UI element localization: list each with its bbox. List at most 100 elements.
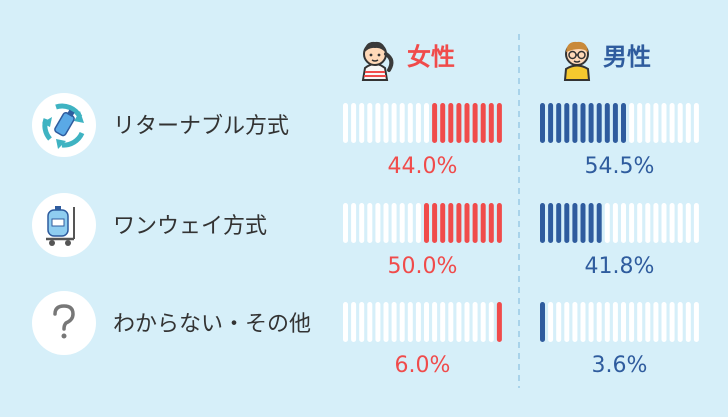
- bar-segment-empty: [645, 103, 651, 143]
- bar-segment-filled: [480, 103, 486, 143]
- bar-segment-empty: [343, 302, 348, 342]
- bar-segment-empty: [359, 203, 365, 243]
- bar-segment-empty: [548, 302, 554, 342]
- bar-segment-filled: [448, 203, 454, 243]
- bar-segment-empty: [440, 302, 446, 342]
- bar-segments: [343, 103, 699, 342]
- bar-segment-empty: [351, 203, 357, 243]
- bar-segment-filled: [572, 203, 578, 243]
- bar-segment-empty: [383, 302, 389, 342]
- bar-segment-empty: [677, 302, 683, 342]
- bar-segment-empty: [572, 302, 578, 342]
- bar-segment-filled: [440, 103, 446, 143]
- bar-segment-empty: [399, 103, 405, 143]
- bar-segment-filled: [588, 203, 594, 243]
- category-label: わからない・その他: [113, 312, 311, 337]
- bar-segment-empty: [629, 203, 635, 243]
- bar-segment-empty: [456, 302, 462, 342]
- bar-segment-empty: [415, 302, 421, 342]
- bar-segment-empty: [693, 203, 699, 243]
- data-label: 54.5%: [585, 154, 655, 179]
- bar-segment-filled: [564, 203, 570, 243]
- bar-segment-empty: [391, 203, 397, 243]
- bar-segment-empty: [588, 302, 594, 342]
- bar-segment-empty: [677, 203, 683, 243]
- bar-segment-empty: [669, 103, 675, 143]
- bar-segment-empty: [351, 302, 357, 342]
- bar-segment-empty: [685, 302, 691, 342]
- bar-segment-empty: [604, 203, 610, 243]
- bar-segment-filled: [424, 203, 429, 243]
- bar-segment-empty: [472, 302, 478, 342]
- bar-segment-empty: [359, 103, 365, 143]
- woman-avatar-icon: [361, 41, 394, 81]
- bar-segment-filled: [572, 103, 578, 143]
- question-icon: [32, 291, 96, 355]
- bar-segment-filled: [472, 203, 478, 243]
- water-jug-cart-icon: [32, 193, 96, 257]
- bar-segment-filled: [456, 203, 462, 243]
- bar-segment-empty: [685, 103, 691, 143]
- bar-segment-filled: [540, 203, 545, 243]
- bar-segment-filled: [548, 103, 554, 143]
- bar-segment-empty: [351, 103, 357, 143]
- bar-segment-empty: [621, 302, 626, 342]
- data-label: 3.6%: [591, 353, 647, 378]
- series-legend-man: 男性: [603, 43, 651, 71]
- bar-segment-empty: [375, 103, 381, 143]
- bar-segment-empty: [629, 302, 635, 342]
- bar-segment-empty: [399, 302, 405, 342]
- bar-segment-empty: [604, 302, 610, 342]
- bar-segment-filled: [556, 203, 562, 243]
- recycle-icon: [32, 93, 96, 157]
- series-legend-woman: 女性: [407, 43, 455, 71]
- bar-segment-empty: [693, 302, 699, 342]
- bar-segment-filled: [488, 203, 494, 243]
- bar-segment-empty: [375, 302, 381, 342]
- bar-segment-empty: [685, 203, 691, 243]
- category-label: ワンウェイ方式: [113, 214, 267, 239]
- bar-segment-empty: [645, 203, 651, 243]
- bar-segment-empty: [612, 302, 618, 342]
- bar-segment-empty: [564, 302, 570, 342]
- data-label: 44.0%: [388, 154, 458, 179]
- bar-segment-filled: [564, 103, 570, 143]
- bar-segment-filled: [540, 302, 545, 342]
- bar-segment-filled: [480, 203, 486, 243]
- bar-segment-empty: [391, 103, 397, 143]
- bar-segment-filled: [596, 103, 602, 143]
- bar-segment-filled: [496, 103, 502, 143]
- bar-segment-filled: [621, 103, 626, 143]
- bar-segment-empty: [596, 302, 602, 342]
- bar-segment-empty: [448, 302, 454, 342]
- bar-segment-empty: [464, 302, 470, 342]
- bar-segment-empty: [653, 103, 659, 143]
- bar-segment-empty: [621, 203, 626, 243]
- bar-segment-empty: [480, 302, 486, 342]
- bar-segment-filled: [588, 103, 594, 143]
- value-labels: 44.0% 50.0% 6.0% 54.5% 41.8% 3.6%: [388, 154, 655, 378]
- bar-segment-empty: [367, 302, 373, 342]
- man-avatar-icon: [563, 41, 591, 81]
- bar-segment-empty: [488, 302, 494, 342]
- bar-segment-empty: [407, 103, 413, 143]
- bar-segment-empty: [343, 203, 348, 243]
- bar-segment-empty: [645, 302, 651, 342]
- bar-segment-empty: [367, 203, 373, 243]
- bar-segment-empty: [677, 103, 683, 143]
- bar-segment-filled: [548, 203, 554, 243]
- bar-segment-empty: [424, 103, 429, 143]
- bar-segment-filled: [496, 302, 502, 342]
- bar-segment-empty: [637, 103, 643, 143]
- bar-segment-empty: [343, 103, 348, 143]
- bar-segment-empty: [399, 203, 405, 243]
- bar-segment-filled: [464, 103, 470, 143]
- bar-segment-filled: [604, 103, 610, 143]
- bar-segment-filled: [580, 103, 586, 143]
- bar-segment-empty: [653, 302, 659, 342]
- bar-segment-empty: [383, 103, 389, 143]
- bar-segment-empty: [629, 103, 635, 143]
- bar-segment-empty: [415, 103, 421, 143]
